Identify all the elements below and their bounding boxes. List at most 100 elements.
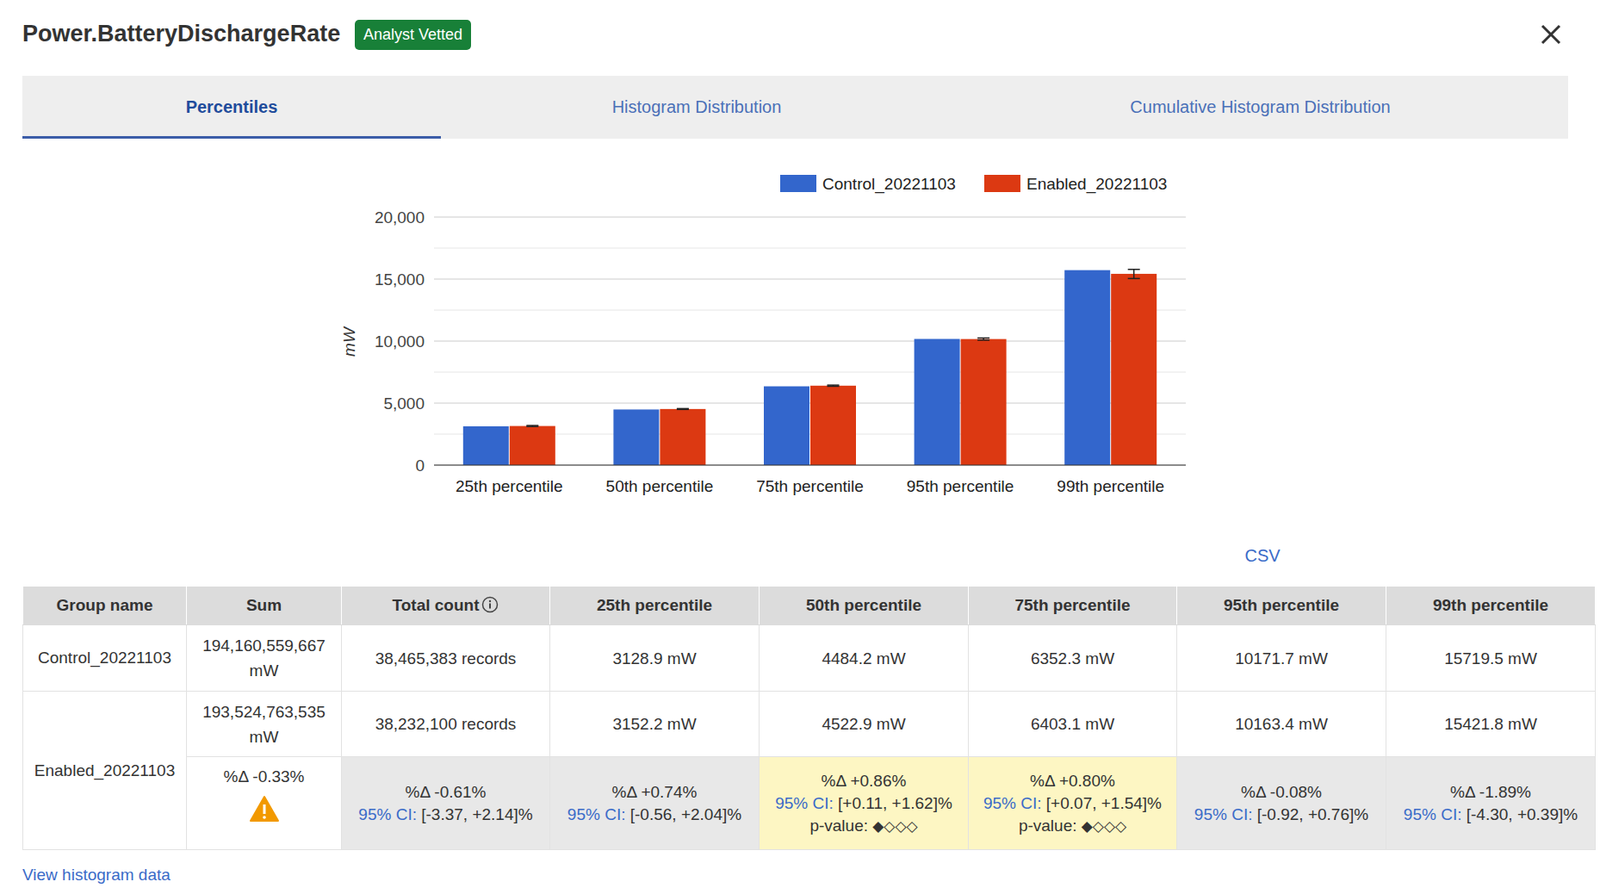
warning-dot <box>262 815 267 819</box>
error-bar <box>977 337 990 340</box>
column-header: Group name <box>23 586 187 626</box>
ci-line: 95% CI: [-4.30, +0.39]% <box>1391 803 1590 826</box>
ci-label[interactable]: 95% CI: <box>983 793 1042 813</box>
header-row: Group nameSumTotal count25th percentile5… <box>23 586 1596 626</box>
value-cell: 6352.3 mW <box>968 625 1178 692</box>
x-tick-label: 25th percentile <box>455 477 564 496</box>
value-cell: 4484.2 mW <box>759 625 969 692</box>
delta-cell: %Δ -0.33% <box>186 756 342 850</box>
p-value-label: p-value: <box>1018 816 1078 835</box>
delta-cell: %Δ -1.89%95% CI: [-4.30, +0.39]% <box>1386 756 1596 850</box>
ci-label[interactable]: 95% CI: <box>775 793 834 813</box>
bar <box>763 386 810 466</box>
grid-line <box>434 217 1186 218</box>
error-bar <box>676 408 689 410</box>
column-header-text: Group name <box>56 595 154 614</box>
delta-text: %Δ +0.80% <box>973 769 1172 793</box>
ci-label[interactable]: 95% CI: <box>1194 805 1253 824</box>
error-bar-cap <box>827 384 840 386</box>
value-cell: 15421.8 mW <box>1386 691 1596 757</box>
ci-label[interactable]: 95% CI: <box>358 805 417 824</box>
ci-label[interactable]: 95% CI: <box>1403 805 1463 824</box>
ci-label[interactable]: 95% CI: <box>567 805 627 824</box>
csv-link[interactable]: CSV <box>1236 545 1289 566</box>
y-axis-label: mW <box>340 325 359 357</box>
x-tick-label: 50th percentile <box>606 477 714 496</box>
error-bar-cap <box>526 425 539 428</box>
view-histogram-link[interactable]: View histogram data <box>22 865 171 885</box>
delta-row: %Δ -0.33%%Δ -0.61%95% CI: [-3.37, +2.14]… <box>23 756 1596 850</box>
legend-swatch <box>780 174 817 193</box>
y-tick-label: 0 <box>415 456 425 475</box>
warning-triangle <box>250 796 279 821</box>
badge: Analyst Vetted <box>354 19 472 50</box>
error-bar-cap <box>1128 278 1141 280</box>
delta-text: %Δ -0.08% <box>1182 781 1381 804</box>
error-bar <box>827 384 840 386</box>
y-tick-label: 10,000 <box>374 332 425 351</box>
value-cell: 38,465,383 records <box>341 625 551 692</box>
value-cell: 3128.9 mW <box>550 625 760 692</box>
info-icon-dot <box>489 600 491 602</box>
column-header: 99th percentile <box>1386 586 1596 626</box>
value-cell: 10163.4 mW <box>1177 691 1387 757</box>
y-tick-label: 5,000 <box>383 394 425 413</box>
group-name-cell: Control_20221103 <box>23 625 187 692</box>
info-icon-circle <box>483 597 498 613</box>
ci-line: 95% CI: [+0.11, +1.62]% <box>764 792 963 815</box>
delta-text: %Δ -0.33% <box>192 765 336 788</box>
chart: 05,00010,00015,00020,000mW25th percentil… <box>0 146 1600 517</box>
tab-bar: PercentilesHistogram DistributionCumulat… <box>22 75 1569 139</box>
x-axis-line <box>434 465 1186 466</box>
ci-value: [-4.30, +0.39]% <box>1466 805 1578 824</box>
warning-icon <box>248 794 280 823</box>
value-cell: 3152.2 mW <box>550 691 760 757</box>
bar <box>810 385 856 466</box>
bars <box>463 269 1157 466</box>
error-bar-cap <box>526 424 539 427</box>
x-tick-label: 95th percentile <box>906 477 1015 496</box>
legend-label: Enabled_20221103 <box>1026 174 1167 194</box>
legend-swatch <box>984 174 1021 193</box>
ci-value: [-3.37, +2.14]% <box>421 805 533 824</box>
delta-text: %Δ +0.74% <box>555 781 754 804</box>
value-cell: 193,524,763,535 mW <box>186 691 342 757</box>
value-cell: 10171.7 mW <box>1177 625 1387 692</box>
column-header-text: 75th percentile <box>1014 595 1130 614</box>
error-bar-cap <box>1128 268 1141 271</box>
ci-value: [+0.07, +1.54]% <box>1046 793 1162 813</box>
warning-mark <box>262 804 266 814</box>
bar <box>463 426 509 466</box>
error-bar-cap <box>827 385 840 388</box>
error-bar-cap <box>977 337 990 340</box>
bar <box>914 339 961 466</box>
bar <box>509 426 556 466</box>
error-bar-stem <box>1133 269 1135 280</box>
p-value-line: p-value: ◆◇◇◇ <box>973 814 1172 838</box>
title: Power.BatteryDischargeRate <box>22 20 341 48</box>
column-header-text: Sum <box>246 595 282 614</box>
value-cell: 6403.1 mW <box>968 691 1178 757</box>
close-button[interactable] <box>1537 21 1564 48</box>
ci-line: 95% CI: [+0.07, +1.54]% <box>973 792 1172 815</box>
value-cell: 15719.5 mW <box>1386 625 1596 692</box>
p-value-diamonds: ◆◇◇◇ <box>1081 817 1127 835</box>
delta-cell: %Δ -0.08%95% CI: [-0.92, +0.76]% <box>1177 756 1387 850</box>
ci-value: [+0.11, +1.62]% <box>837 793 953 813</box>
tab[interactable]: Histogram Distribution <box>440 75 953 139</box>
bar <box>659 409 706 466</box>
tab[interactable]: Percentiles <box>22 75 441 139</box>
column-header-text: 25th percentile <box>596 595 713 614</box>
delta-text: %Δ -1.89% <box>1391 781 1590 804</box>
column-header-text: 99th percentile <box>1432 595 1549 614</box>
error-bar-cap <box>676 409 689 411</box>
delta-cell: %Δ +0.86%95% CI: [+0.11, +1.62]%p-value:… <box>759 756 969 850</box>
p-value-diamonds: ◆◇◇◇ <box>872 817 918 835</box>
x-tick-label: 99th percentile <box>1056 477 1165 496</box>
value-cell: 194,160,559,667 mW <box>186 625 342 692</box>
tab[interactable]: Cumulative Histogram Distribution <box>952 75 1569 139</box>
p-value-line: p-value: ◆◇◇◇ <box>764 814 963 838</box>
minor-grid-line <box>434 248 1186 249</box>
delta-text: %Δ +0.86% <box>764 769 963 793</box>
delta-text: %Δ -0.61% <box>347 781 545 804</box>
